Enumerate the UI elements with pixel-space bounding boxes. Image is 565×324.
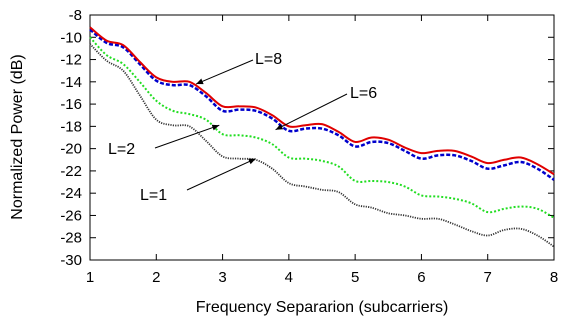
y-tick-label: -8 (69, 7, 82, 24)
y-tick-label: -18 (60, 118, 82, 135)
annotation-label-l-1: L=1 (140, 187, 167, 204)
y-tick-label: -24 (60, 185, 82, 202)
y-tick-label: -14 (60, 74, 82, 91)
x-tick-label: 6 (417, 269, 425, 286)
x-tick-label: 1 (86, 269, 94, 286)
x-tick-label: 2 (152, 269, 160, 286)
y-tick-label: -28 (60, 230, 82, 247)
annotation-arrow-l-1 (186, 158, 256, 191)
series-line-l-8 (89, 26, 555, 176)
x-tick-label: 3 (218, 269, 226, 286)
y-tick-label: -20 (60, 141, 82, 158)
annotation-label-l-6: L=6 (350, 85, 377, 102)
x-tick-label: 7 (484, 269, 492, 286)
annotation-label-l-8: L=8 (255, 51, 282, 68)
annotation-label-l-2: L=2 (108, 141, 135, 158)
series-lines (89, 26, 555, 248)
series-line-l-1 (89, 43, 555, 248)
y-tick-label: -22 (60, 163, 82, 180)
y-axis-ticks: -8 -10 -12 -14 -16 -18 -20 -22 -24 -26 -28 -30 (60, 7, 554, 269)
annotation-arrow-l-6 (275, 93, 348, 131)
y-tick-label: -12 (60, 52, 82, 69)
plot-frame (89, 14, 555, 261)
y-tick-label: -30 (60, 252, 82, 269)
annotation-arrow-l-8 (195, 59, 254, 85)
x-tick-label: 8 (550, 269, 558, 286)
y-axis-label: Normalized Power (dB) (9, 54, 26, 219)
x-axis-label: Frequency Separarion (subcarriers) (196, 299, 449, 316)
annotations: L=8 L=6 L=2 L=1 (108, 51, 377, 204)
series-line-l-6 (89, 28, 555, 181)
y-tick-label: -26 (60, 207, 82, 224)
y-tick-label: -16 (60, 96, 82, 113)
x-tick-label: 5 (351, 269, 359, 286)
x-tick-label: 4 (285, 269, 293, 286)
x-axis-ticks: 1 2 3 4 5 6 7 8 (86, 15, 558, 286)
annotation-arrow-l-2 (154, 124, 220, 149)
y-tick-label: -10 (60, 29, 82, 46)
